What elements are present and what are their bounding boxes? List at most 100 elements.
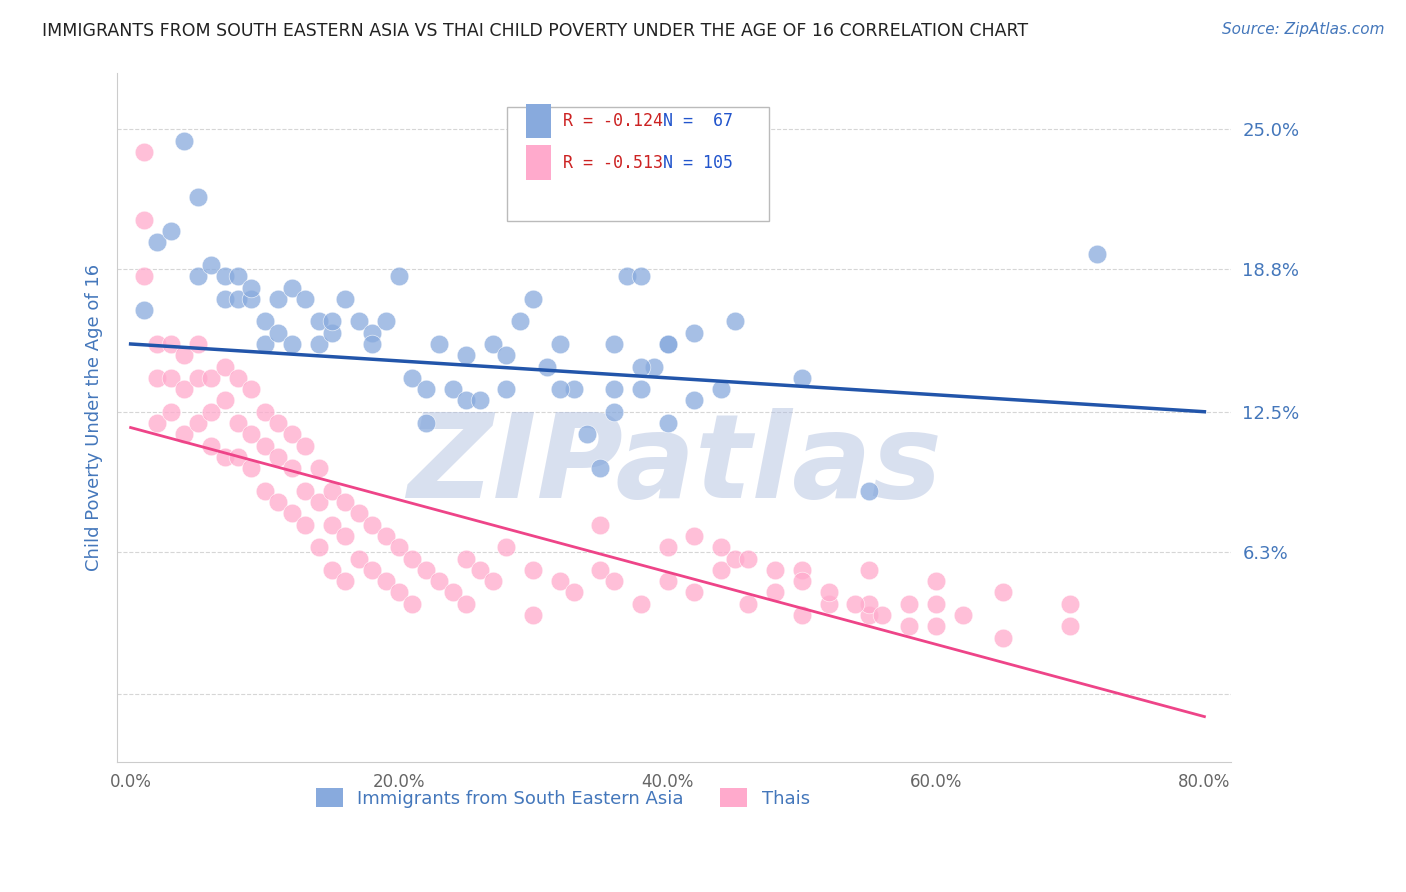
Point bbox=[844, 597, 866, 611]
Point bbox=[160, 371, 183, 385]
Point bbox=[589, 517, 612, 532]
Point bbox=[146, 235, 169, 250]
Point bbox=[226, 292, 249, 306]
FancyBboxPatch shape bbox=[526, 145, 551, 180]
Point bbox=[630, 359, 652, 374]
Point bbox=[173, 348, 195, 362]
Point bbox=[280, 280, 302, 294]
Point bbox=[308, 337, 330, 351]
Point bbox=[187, 416, 209, 430]
Point bbox=[495, 382, 517, 396]
Point bbox=[763, 563, 786, 577]
Point bbox=[132, 212, 155, 227]
Legend: Immigrants from South Eastern Asia, Thais: Immigrants from South Eastern Asia, Thai… bbox=[309, 780, 817, 814]
Point bbox=[267, 326, 290, 340]
Point bbox=[335, 292, 357, 306]
Point bbox=[603, 382, 626, 396]
Point bbox=[683, 393, 706, 408]
Point bbox=[321, 483, 343, 498]
Point bbox=[548, 574, 571, 588]
Point bbox=[630, 597, 652, 611]
Point bbox=[589, 563, 612, 577]
Point bbox=[146, 416, 169, 430]
Point bbox=[616, 269, 638, 284]
Point bbox=[200, 439, 222, 453]
Point bbox=[280, 337, 302, 351]
Point bbox=[226, 450, 249, 464]
Point bbox=[630, 269, 652, 284]
Text: IMMIGRANTS FROM SOUTH EASTERN ASIA VS THAI CHILD POVERTY UNDER THE AGE OF 16 COR: IMMIGRANTS FROM SOUTH EASTERN ASIA VS TH… bbox=[42, 22, 1028, 40]
Point bbox=[723, 551, 745, 566]
Point bbox=[401, 597, 423, 611]
Point bbox=[562, 585, 585, 599]
Point bbox=[683, 529, 706, 543]
Point bbox=[872, 607, 894, 622]
Point bbox=[374, 314, 396, 328]
Point bbox=[589, 461, 612, 475]
Point bbox=[817, 585, 839, 599]
Point bbox=[187, 190, 209, 204]
Point bbox=[267, 292, 290, 306]
Point bbox=[240, 292, 263, 306]
Point bbox=[253, 405, 276, 419]
Point bbox=[294, 483, 316, 498]
Point bbox=[509, 314, 531, 328]
Point bbox=[657, 416, 679, 430]
Point bbox=[361, 326, 384, 340]
Point bbox=[522, 292, 544, 306]
Point bbox=[548, 382, 571, 396]
Point bbox=[575, 427, 598, 442]
Point bbox=[187, 269, 209, 284]
Point bbox=[562, 382, 585, 396]
Point bbox=[522, 563, 544, 577]
Point bbox=[214, 292, 236, 306]
Point bbox=[240, 280, 263, 294]
Point bbox=[495, 540, 517, 554]
Point bbox=[710, 540, 733, 554]
Point bbox=[321, 314, 343, 328]
Point bbox=[214, 450, 236, 464]
Point bbox=[361, 563, 384, 577]
Point bbox=[991, 585, 1014, 599]
Point bbox=[160, 224, 183, 238]
Point bbox=[200, 371, 222, 385]
Point bbox=[790, 563, 813, 577]
Point bbox=[1059, 619, 1081, 633]
FancyBboxPatch shape bbox=[508, 107, 769, 221]
Point bbox=[347, 314, 370, 328]
Point bbox=[817, 597, 839, 611]
Point bbox=[657, 574, 679, 588]
Point bbox=[200, 258, 222, 272]
Point bbox=[226, 371, 249, 385]
Point bbox=[495, 348, 517, 362]
Point bbox=[173, 427, 195, 442]
Point bbox=[710, 563, 733, 577]
Point bbox=[1059, 597, 1081, 611]
Point bbox=[737, 551, 759, 566]
Point bbox=[388, 540, 411, 554]
Point bbox=[925, 619, 948, 633]
Point bbox=[790, 371, 813, 385]
Point bbox=[240, 461, 263, 475]
Point bbox=[858, 597, 880, 611]
Y-axis label: Child Poverty Under the Age of 16: Child Poverty Under the Age of 16 bbox=[86, 264, 103, 571]
Point bbox=[548, 337, 571, 351]
Point bbox=[187, 337, 209, 351]
Point bbox=[160, 337, 183, 351]
Point bbox=[253, 337, 276, 351]
Point bbox=[683, 585, 706, 599]
Text: R = -0.513: R = -0.513 bbox=[562, 153, 662, 171]
Point bbox=[643, 359, 665, 374]
Point bbox=[187, 371, 209, 385]
Point bbox=[710, 382, 733, 396]
Point bbox=[657, 337, 679, 351]
Point bbox=[790, 607, 813, 622]
Point bbox=[401, 551, 423, 566]
Point bbox=[267, 450, 290, 464]
Point bbox=[603, 337, 626, 351]
Point bbox=[388, 585, 411, 599]
Point bbox=[132, 145, 155, 159]
Point bbox=[482, 337, 505, 351]
Point bbox=[657, 540, 679, 554]
Point bbox=[427, 574, 450, 588]
